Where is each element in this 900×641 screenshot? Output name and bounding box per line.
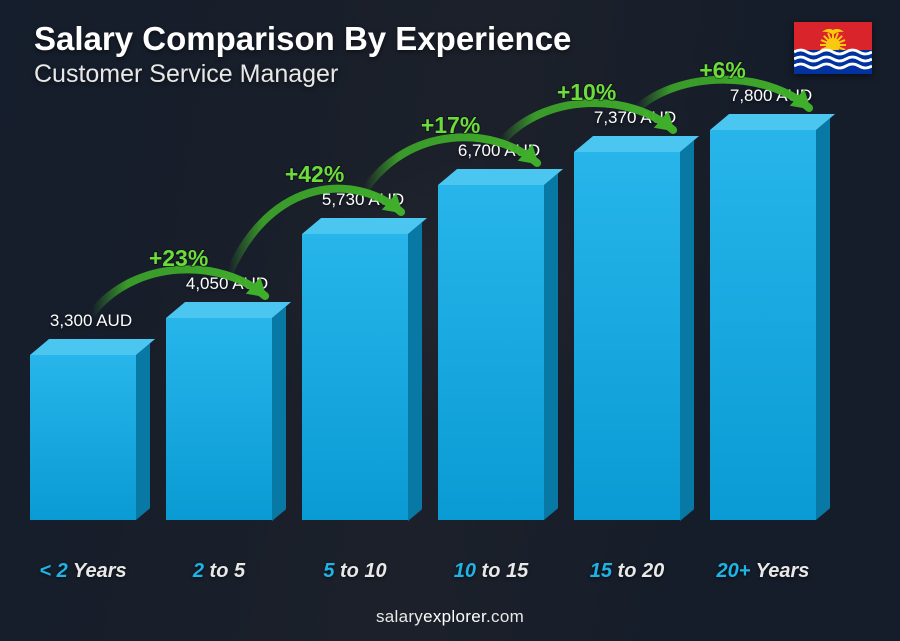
xcat-highlight: 10 — [454, 560, 476, 582]
xcat-highlight: 15 — [590, 560, 612, 582]
growth-pct-label: +10% — [557, 79, 616, 105]
footer-domain: explorer — [423, 607, 486, 626]
growth-arc: +6% — [626, 52, 823, 124]
xcat-rest: to 15 — [476, 560, 528, 582]
xcat-highlight: 2 — [193, 560, 204, 582]
bar-front — [710, 130, 816, 520]
x-category-label: 2 to 5 — [166, 560, 272, 583]
xcat-highlight: < 2 — [39, 560, 67, 582]
footer-prefix: salary — [376, 607, 423, 626]
xcat-rest: to 10 — [334, 560, 386, 582]
bar-front — [574, 152, 680, 521]
bar-side — [544, 173, 558, 520]
bar — [30, 355, 136, 520]
xcat-rest: to 20 — [612, 560, 664, 582]
growth-pct-label: +42% — [285, 161, 344, 187]
xcat-rest: Years — [750, 560, 809, 582]
page-subtitle: Customer Service Manager — [34, 60, 338, 89]
infographic-stage: Salary Comparison By Experience Customer… — [0, 0, 900, 641]
bar — [166, 318, 272, 521]
bar-top — [30, 339, 155, 355]
xcat-highlight: 20+ — [717, 560, 751, 582]
x-category-label: 10 to 15 — [438, 560, 544, 583]
bar — [438, 185, 544, 520]
bar — [710, 130, 816, 520]
bar — [574, 152, 680, 521]
growth-pct-label: +17% — [421, 112, 480, 138]
xcat-rest: Years — [68, 560, 127, 582]
x-category-label: < 2 Years — [30, 560, 136, 583]
bar-side — [136, 343, 150, 520]
footer-suffix: .com — [486, 607, 524, 626]
growth-pct-label: +23% — [149, 245, 208, 271]
bar-front — [166, 318, 272, 521]
x-category-label: 15 to 20 — [574, 560, 680, 583]
bar-side — [272, 306, 286, 520]
growth-pct-label: +6% — [699, 57, 746, 83]
page-title: Salary Comparison By Experience — [34, 20, 571, 58]
xcat-highlight: 5 — [323, 560, 334, 582]
x-category-label: 5 to 10 — [302, 560, 408, 583]
bar-front — [438, 185, 544, 520]
footer-attribution: salaryexplorer.com — [0, 607, 900, 627]
x-category-label: 20+ Years — [710, 560, 816, 583]
bar-side — [680, 140, 694, 520]
salary-bar-chart: 3,300 AUD4,050 AUD+23%5,730 AUD+42%6,700… — [30, 130, 850, 520]
bar-side — [816, 118, 830, 520]
xcat-rest: to 5 — [204, 560, 245, 582]
bar-front — [30, 355, 136, 520]
